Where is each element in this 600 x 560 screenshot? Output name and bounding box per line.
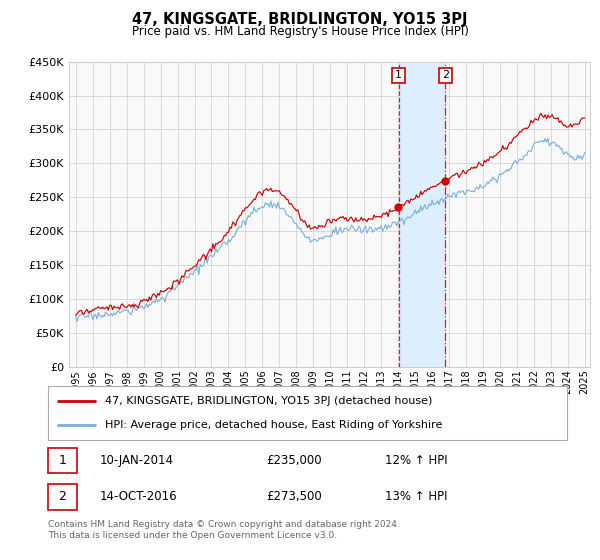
Text: £235,000: £235,000 bbox=[266, 454, 322, 467]
Text: 12% ↑ HPI: 12% ↑ HPI bbox=[385, 454, 448, 467]
Text: 13% ↑ HPI: 13% ↑ HPI bbox=[385, 491, 448, 503]
FancyBboxPatch shape bbox=[48, 448, 77, 473]
Bar bbox=[398, 62, 445, 367]
Text: £273,500: £273,500 bbox=[266, 491, 322, 503]
Text: 47, KINGSGATE, BRIDLINGTON, YO15 3PJ (detached house): 47, KINGSGATE, BRIDLINGTON, YO15 3PJ (de… bbox=[105, 396, 433, 407]
Text: 1: 1 bbox=[395, 71, 402, 80]
Text: 47, KINGSGATE, BRIDLINGTON, YO15 3PJ: 47, KINGSGATE, BRIDLINGTON, YO15 3PJ bbox=[132, 12, 468, 27]
Text: 14-OCT-2016: 14-OCT-2016 bbox=[100, 491, 178, 503]
Text: HPI: Average price, detached house, East Riding of Yorkshire: HPI: Average price, detached house, East… bbox=[105, 419, 442, 430]
Text: Price paid vs. HM Land Registry's House Price Index (HPI): Price paid vs. HM Land Registry's House … bbox=[131, 25, 469, 38]
Text: 10-JAN-2014: 10-JAN-2014 bbox=[100, 454, 174, 467]
FancyBboxPatch shape bbox=[48, 386, 567, 440]
Text: 1: 1 bbox=[58, 454, 66, 467]
FancyBboxPatch shape bbox=[48, 484, 77, 510]
Text: 2: 2 bbox=[442, 71, 449, 80]
Text: Contains HM Land Registry data © Crown copyright and database right 2024.
This d: Contains HM Land Registry data © Crown c… bbox=[48, 520, 400, 540]
Text: 2: 2 bbox=[58, 491, 66, 503]
